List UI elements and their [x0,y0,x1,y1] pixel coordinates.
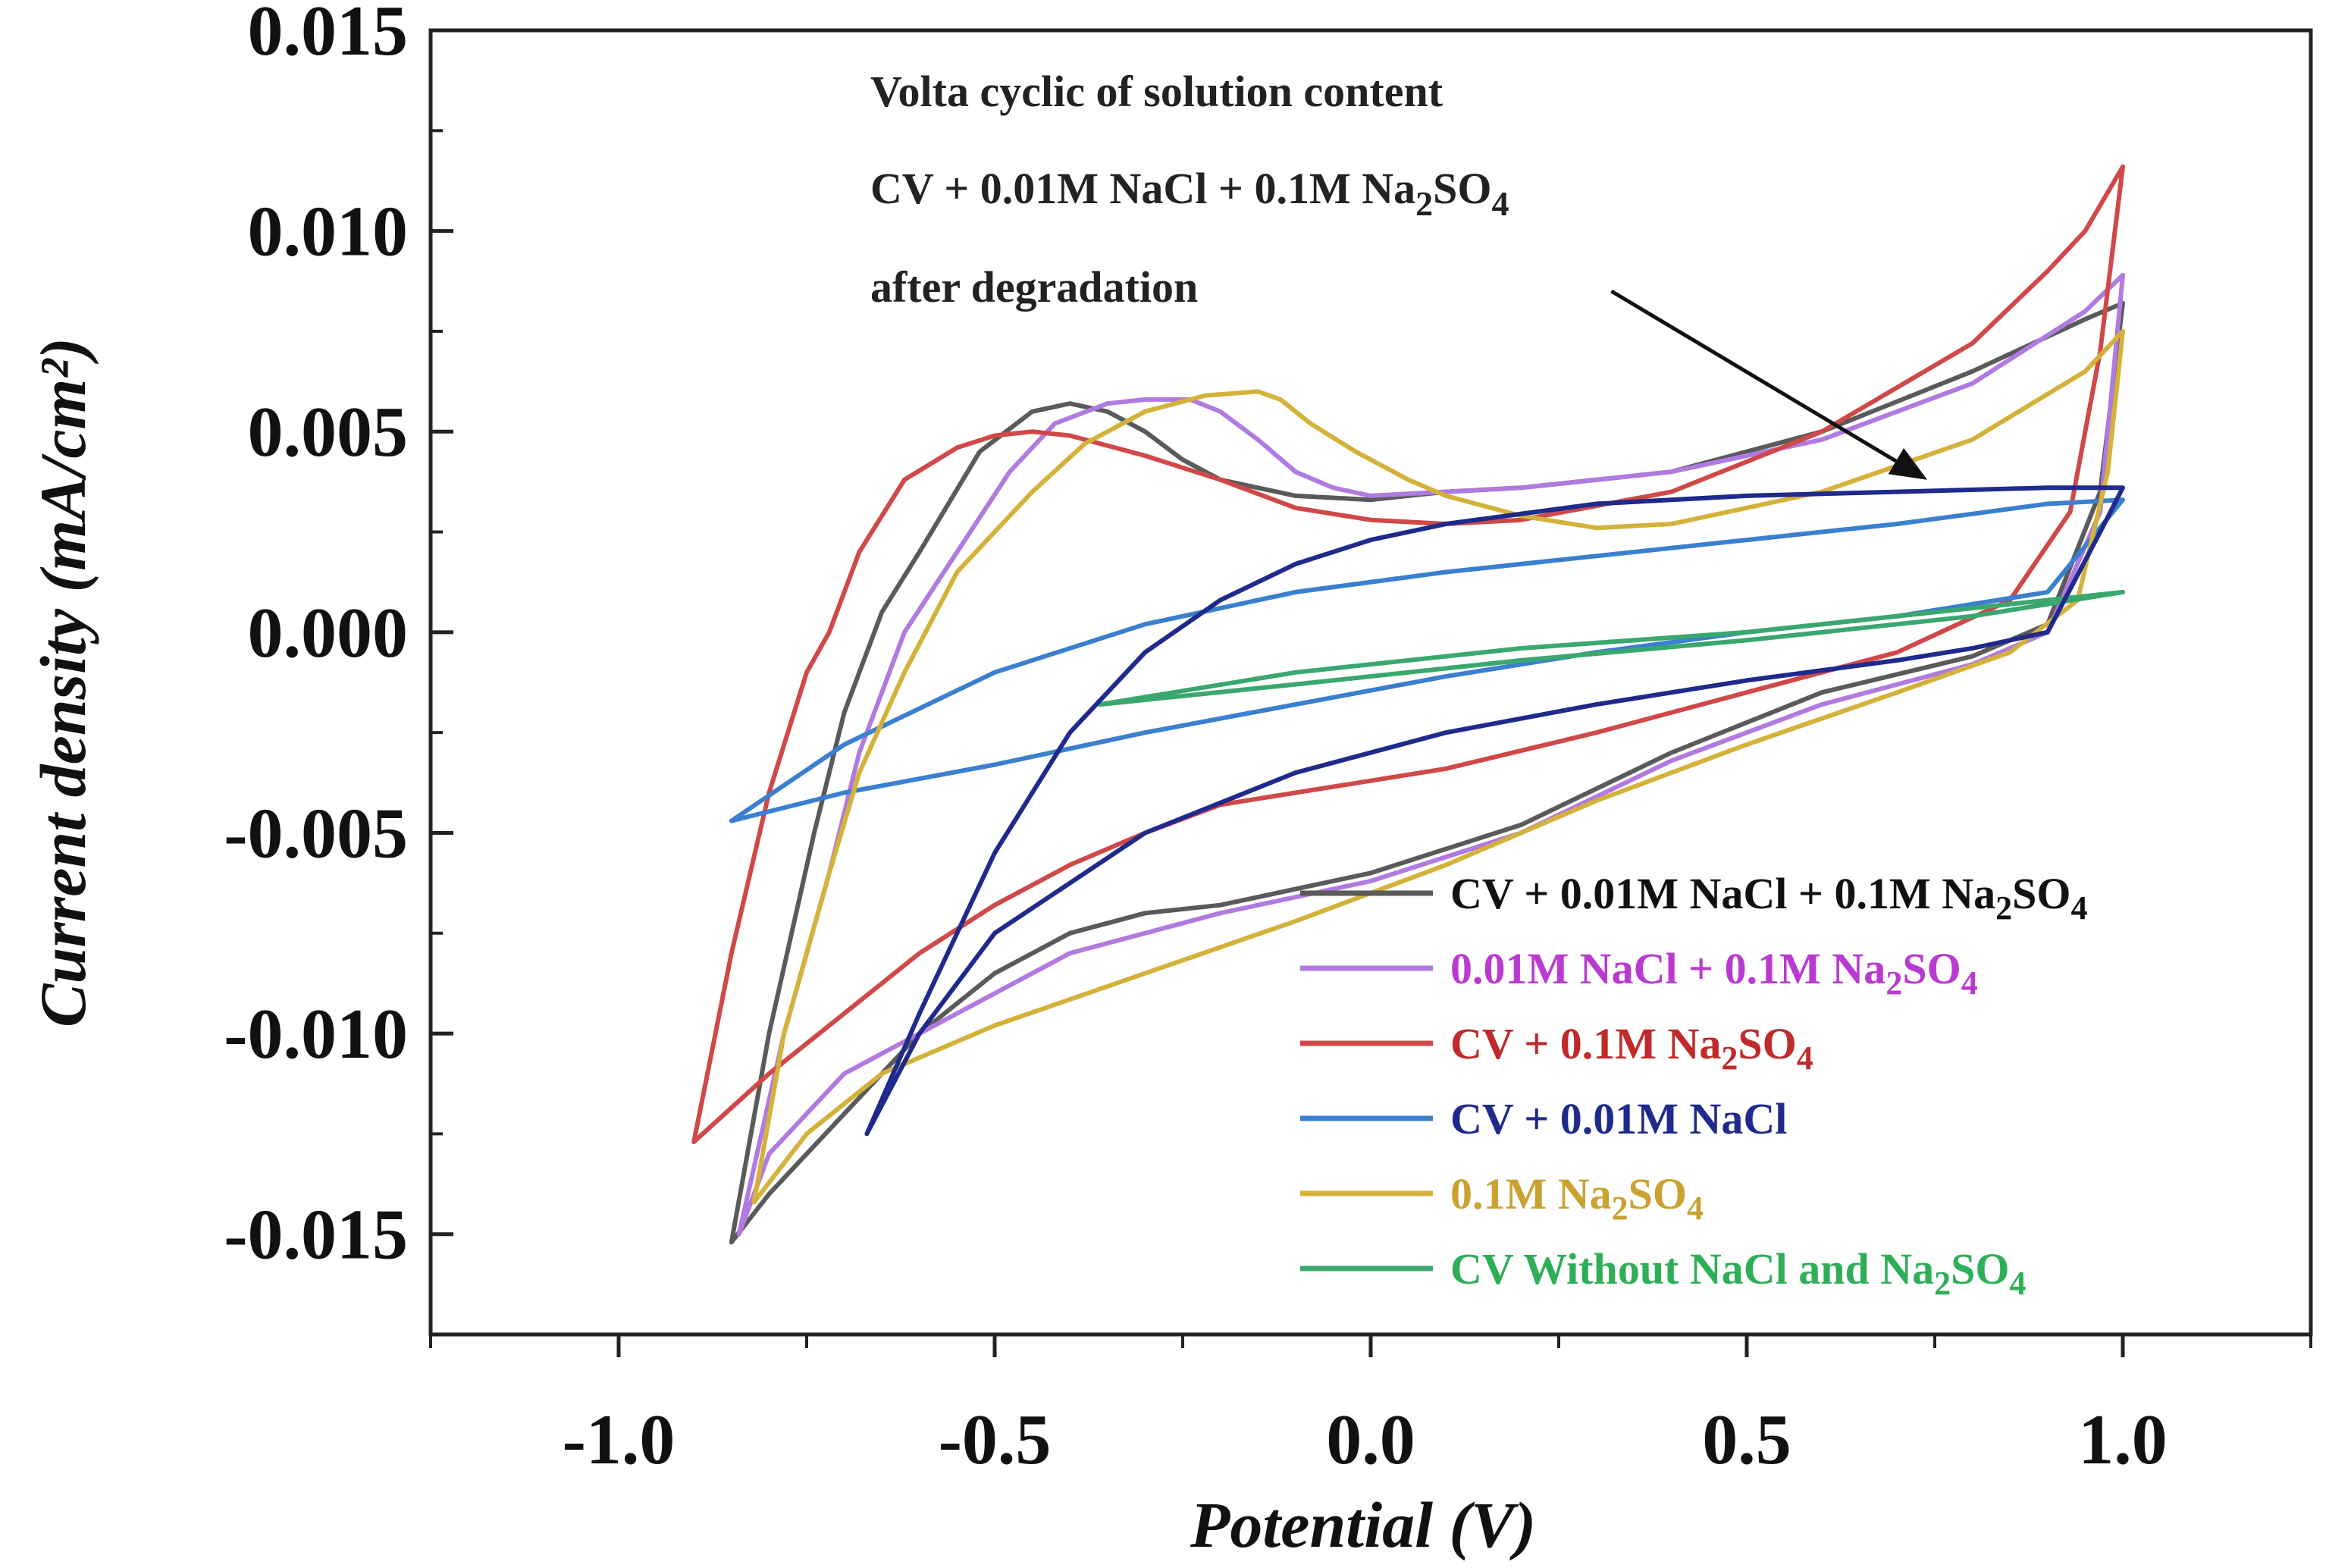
x-axis-title: Potential (V) [1190,1488,1536,1561]
y-tick-label: -0.005 [224,794,408,873]
legend-label-2: 0.01M NaCl + 0.1M Na2SO4 [1450,944,1978,1002]
plot-frame [428,28,2313,1337]
legend: CV + 0.01M NaCl + 0.1M Na2SO4 0.01M NaCl… [1300,869,2087,1302]
series-line-7 [864,485,2125,1137]
legend-label-1: CV + 0.01M NaCl + 0.1M Na2SO4 [1450,869,2087,927]
y-tick-label: 0.000 [248,594,409,673]
legend-label-4: CV + 0.01M NaCl [1450,1094,1787,1143]
x-axis-ticks: -1.0 -0.5 0.0 0.5 1.0 [429,1334,2312,1479]
y-tick-label: -0.015 [224,1196,408,1275]
legend-label-5: 0.1M Na2SO4 [1450,1169,1704,1227]
x-tick-label: -0.5 [939,1400,1052,1479]
x-tick-label: 0.5 [1702,1400,1791,1479]
y-tick-label: 0.010 [248,193,409,271]
annotation: Volta cyclic of solution content CV + 0.… [870,67,1928,480]
y-axis-ticks: 0.015 0.010 0.005 0.000 -0.005 -0.010 -0.015 [224,0,453,1336]
annotation-line-3: after degradation [870,262,1198,312]
series-line-6 [1097,589,2125,707]
annotation-arrowhead [1888,447,1928,480]
x-tick-label: 1.0 [2078,1400,2168,1479]
annotation-line-1: Volta cyclic of solution content [870,67,1443,116]
y-tick-label: -0.010 [224,995,408,1074]
legend-label-3: CV + 0.1M Na2SO4 [1450,1019,1813,1077]
y-tick-label: 0.005 [248,393,409,472]
x-tick-label: -1.0 [563,1400,676,1479]
series-line-4 [729,497,2125,823]
annotation-line-2: CV + 0.01M NaCl + 0.1M Na2SO4 [870,164,1509,223]
x-tick-label: 0.0 [1326,1400,1415,1479]
annotation-arrow [1610,289,1898,463]
legend-label-6: CV Without NaCl and Na2SO4 [1450,1244,2027,1302]
series-line-5 [751,328,2125,1205]
series-layer [691,164,2125,1245]
y-axis-title: Current density (mA/cm²) [27,337,99,1027]
series-line-2 [736,272,2125,1237]
y-tick-label: 0.015 [248,0,409,71]
series-line-3 [691,164,2125,1144]
